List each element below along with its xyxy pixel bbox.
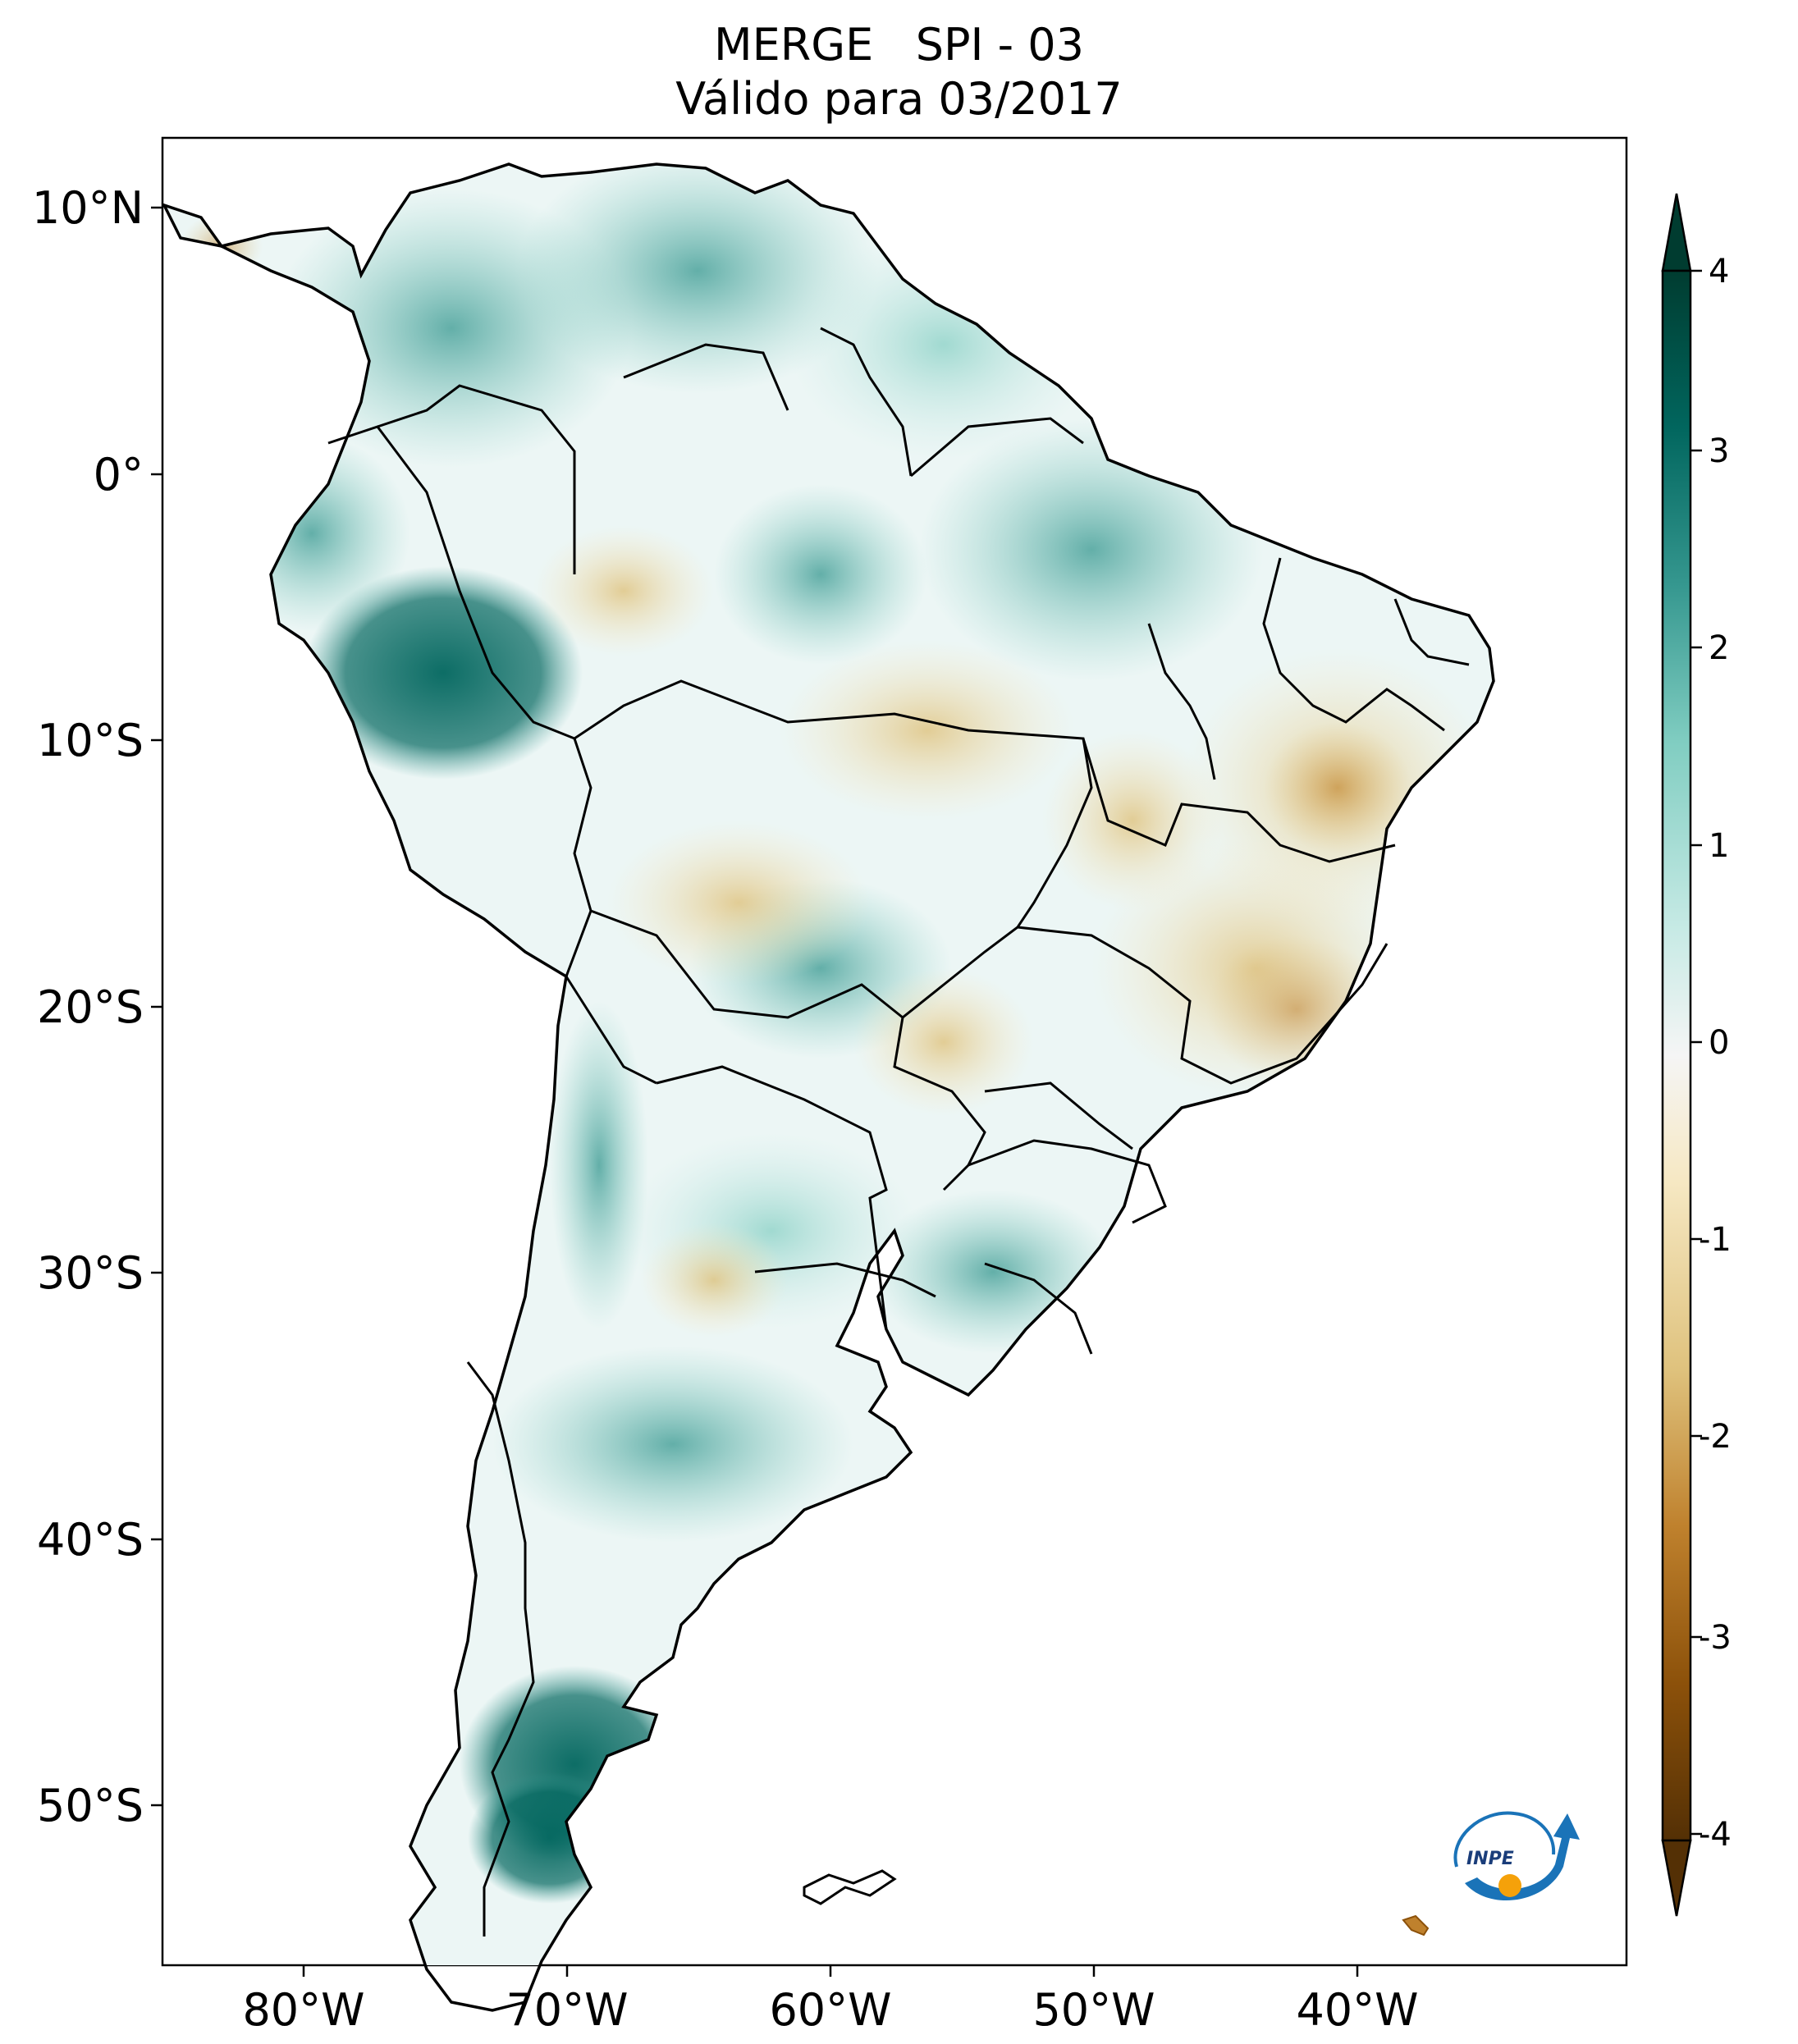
lon-label-80w: 80°W [242, 1984, 364, 2036]
colorbar-extend-bottom [1661, 1839, 1692, 1917]
falkland-islands [803, 1869, 897, 1905]
lon-axis: 80°W 70°W 60°W 50°W 40°W [242, 1965, 1419, 2036]
lat-label-10n: 10°N [32, 182, 144, 234]
lat-label-10s: 10°S [37, 715, 144, 766]
lon-label-60w: 60°W [769, 1984, 891, 2036]
inpe-logo-text: INPE [1466, 1849, 1514, 1869]
colorbar-label-neg1: -1 [1699, 1221, 1732, 1259]
colorbar-label-neg3: -3 [1699, 1619, 1732, 1657]
south-georgia [1402, 1914, 1430, 1937]
country-borders [327, 327, 1470, 1937]
inpe-logo: INPE [1432, 1789, 1580, 1912]
colorbar-ramp [1661, 269, 1692, 1842]
colorbar: 4 3 2 1 0 -1 -2 -3 -4 [1661, 193, 1732, 1917]
colorbar-label-neg4: -4 [1699, 1816, 1732, 1854]
lon-label-70w: 70°W [506, 1984, 628, 2036]
lat-label-50s: 50°S [37, 1780, 144, 1831]
lat-axis: 10°N 0° 10°S 20°S 30°S 40°S 50°S [32, 182, 162, 1831]
lat-label-40s: 40°S [37, 1514, 144, 1566]
inpe-logo-icon: INPE [1453, 1811, 1580, 1901]
title-line-2: Válido para 03/2017 [675, 73, 1123, 125]
title-line-1: MERGE SPI - 03 [714, 19, 1084, 71]
lon-label-40w: 40°W [1296, 1984, 1418, 2036]
lon-label-50w: 50°W [1032, 1984, 1155, 2036]
colorbar-label-4: 4 [1709, 253, 1729, 290]
colorbar-label-2: 2 [1709, 629, 1729, 667]
lat-label-0: 0° [94, 449, 144, 501]
lat-label-20s: 20°S [37, 981, 144, 1033]
colorbar-label-0: 0 [1709, 1024, 1729, 1062]
colorbar-label-1: 1 [1709, 827, 1729, 865]
lat-label-30s: 30°S [37, 1247, 144, 1299]
colorbar-extend-top [1661, 193, 1692, 272]
map-title: MERGE SPI - 03 Válido para 03/2017 [0, 18, 1798, 126]
colorbar-label-neg2: -2 [1699, 1418, 1732, 1456]
colorbar-label-3: 3 [1709, 432, 1729, 470]
